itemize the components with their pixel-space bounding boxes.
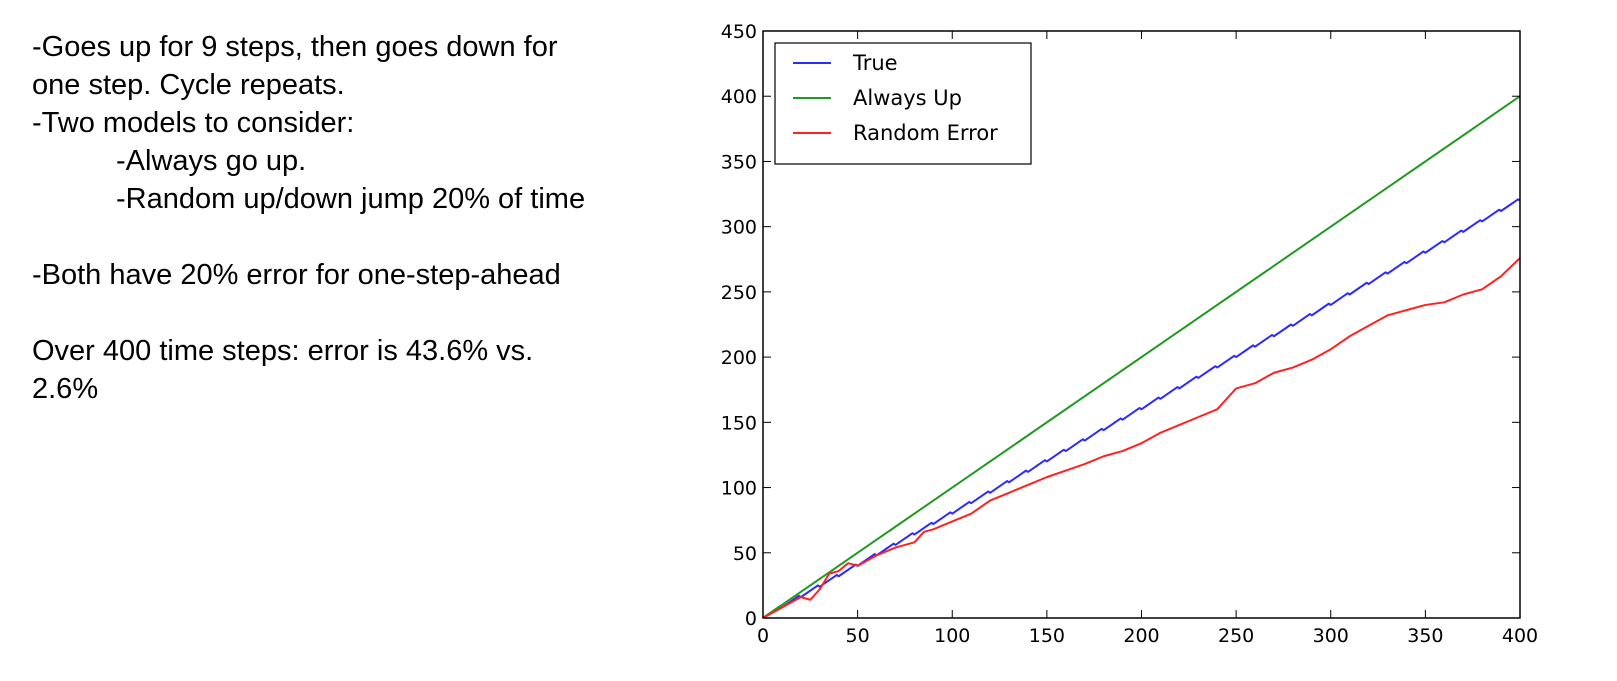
y-tick-label: 350 <box>721 151 757 173</box>
line-chart: 0 50 100 150 200 250 300 350 400 0 50 100 150 200 250 3… <box>721 21 1538 647</box>
y-tick-label: 0 <box>745 608 757 630</box>
x-tick-label: 50 <box>846 625 870 647</box>
y-tick-label: 50 <box>733 543 757 565</box>
series-line-true <box>763 198 1520 618</box>
note-line: -Both have 20% error for one-step-ahead <box>32 259 561 291</box>
x-tick-label: 400 <box>1502 625 1538 647</box>
x-tick-label: 200 <box>1123 625 1159 647</box>
note-spacer <box>32 218 692 256</box>
notes-text-block: -Goes up for 9 steps, then goes down for… <box>32 28 692 408</box>
legend-label-true: True <box>852 51 898 75</box>
note-spacer <box>32 294 692 332</box>
y-tick-label: 200 <box>721 347 757 369</box>
note-line: -Goes up for 9 steps, then goes down for <box>32 31 558 63</box>
y-tick-label: 100 <box>721 478 757 500</box>
x-tick-label: 300 <box>1313 625 1349 647</box>
x-tick-label: 0 <box>757 625 769 647</box>
series-line-random-error <box>763 257 1520 618</box>
note-line: one step. Cycle repeats. <box>32 69 345 101</box>
note-line: 2.6% <box>32 373 99 405</box>
x-tick-label: 250 <box>1218 625 1254 647</box>
x-tick-label: 100 <box>934 625 970 647</box>
series-line-always-up <box>763 95 1520 618</box>
x-tick-label: 350 <box>1407 625 1443 647</box>
y-tick-label: 250 <box>721 282 757 304</box>
legend-label-random-error: Random Error <box>853 121 998 145</box>
x-tick-label: 150 <box>1029 625 1065 647</box>
note-line: -Two models to consider: <box>32 107 355 139</box>
y-tick-label: 450 <box>721 21 757 43</box>
y-tick-label: 400 <box>721 86 757 108</box>
legend-label-always-up: Always Up <box>853 86 962 110</box>
y-tick-label: 300 <box>721 217 757 239</box>
chart-container: 0 50 100 150 200 250 300 350 400 0 50 100 150 200 250 3… <box>700 0 1617 676</box>
y-tick-label: 150 <box>721 412 757 434</box>
note-line-indented: -Random up/down jump 20% of time <box>116 183 586 215</box>
note-line-indented: -Always go up. <box>116 145 307 177</box>
note-line: Over 400 time steps: error is 43.6% vs. <box>32 335 534 367</box>
